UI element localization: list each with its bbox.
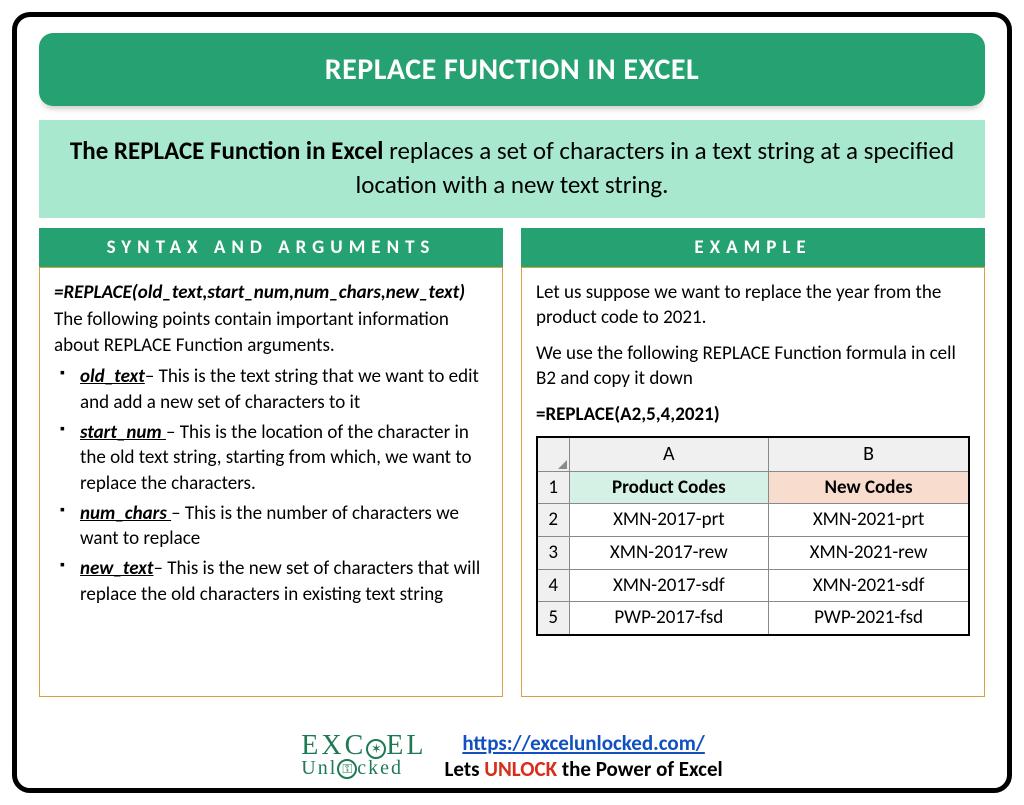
key-icon: ✶ [366, 739, 386, 759]
footer: EXC✶EL Unl⚿cked https://excelunlocked.co… [17, 730, 1007, 782]
description-bold: The REPLACE Function in Excel [70, 135, 384, 166]
row-number: 3 [537, 536, 569, 569]
example-body: Let us suppose we want to replace the ye… [521, 267, 985, 697]
syntax-heading: SYNTAX AND ARGUMENTS [39, 228, 503, 267]
tagline-pre: Lets [445, 756, 485, 782]
sheet-header-row: A B [537, 437, 969, 472]
infographic-frame: REPLACE FUNCTION IN EXCEL The REPLACE Fu… [12, 12, 1012, 793]
logo-text: Unl [301, 757, 337, 779]
cell: XMN-2021-rew [769, 536, 969, 569]
table-row: 3 XMN-2017-rew XMN-2021-rew [537, 536, 969, 569]
tagline-unlock: UNLOCK [484, 756, 557, 782]
columns-wrap: SYNTAX AND ARGUMENTS =REPLACE(old_text,s… [39, 228, 985, 697]
table-row: 2 XMN-2017-prt XMN-2021-prt [537, 504, 969, 537]
arg-name: start_num [80, 421, 166, 444]
table-header-b: New Codes [769, 471, 969, 504]
cell: XMN-2017-prt [569, 504, 769, 537]
table-row: 1 Product Codes New Codes [537, 471, 969, 504]
brand-logo: EXC✶EL Unl⚿cked [301, 733, 426, 779]
arg-name: old_text [80, 365, 145, 388]
cell: XMN-2021-sdf [769, 569, 969, 602]
cell: XMN-2017-rew [569, 536, 769, 569]
tagline: Lets UNLOCK the Power of Excel [445, 756, 723, 782]
left-column: SYNTAX AND ARGUMENTS =REPLACE(old_text,s… [39, 228, 503, 697]
syntax-intro: The following points contain important i… [54, 307, 488, 358]
cell: XMN-2021-prt [769, 504, 969, 537]
cell: XMN-2017-sdf [569, 569, 769, 602]
arg-item: start_num – This is the location of the … [58, 420, 488, 497]
example-p2: We use the following REPLACE Function fo… [536, 341, 970, 392]
arg-item: new_text– This is the new set of charact… [58, 556, 488, 607]
description-text: replaces a set of characters in a text s… [356, 135, 955, 200]
argument-list: old_text– This is the text string that w… [54, 364, 488, 607]
syntax-body: =REPLACE(old_text,start_num,num_chars,ne… [39, 267, 503, 697]
table-header-a: Product Codes [569, 471, 769, 504]
logo-text: cked [357, 757, 403, 779]
example-p1: Let us suppose we want to replace the ye… [536, 280, 970, 331]
syntax-formula: =REPLACE(old_text,start_num,num_chars,ne… [54, 280, 488, 306]
row-number: 2 [537, 504, 569, 537]
page-title: REPLACE FUNCTION IN EXCEL [39, 33, 985, 106]
key-icon: ⚿ [337, 759, 357, 779]
example-formula: =REPLACE(A2,5,4,2021) [536, 402, 970, 428]
description-band: The REPLACE Function in Excel replaces a… [39, 120, 985, 218]
table-row: 5 PWP-2017-fsd PWP-2021-fsd [537, 602, 969, 635]
arg-name: num_chars [80, 502, 171, 525]
footer-text: https://excelunlocked.com/ Lets UNLOCK t… [445, 730, 723, 782]
site-link[interactable]: https://excelunlocked.com/ [462, 730, 704, 756]
arg-name: new_text [80, 557, 153, 580]
arg-item: old_text– This is the text string that w… [58, 364, 488, 415]
arg-item: num_chars – This is the number of charac… [58, 501, 488, 552]
col-letter-a: A [569, 437, 769, 472]
cell: PWP-2017-fsd [569, 602, 769, 635]
row-number: 1 [537, 471, 569, 504]
right-column: EXAMPLE Let us suppose we want to replac… [521, 228, 985, 697]
col-letter-b: B [769, 437, 969, 472]
row-number: 5 [537, 602, 569, 635]
spreadsheet-table: A B 1 Product Codes New Codes 2 XMN-2017… [536, 436, 970, 636]
sheet-corner [537, 437, 569, 472]
row-number: 4 [537, 569, 569, 602]
cell: PWP-2021-fsd [769, 602, 969, 635]
example-heading: EXAMPLE [521, 228, 985, 267]
tagline-post: the Power of Excel [557, 756, 723, 782]
table-row: 4 XMN-2017-sdf XMN-2021-sdf [537, 569, 969, 602]
